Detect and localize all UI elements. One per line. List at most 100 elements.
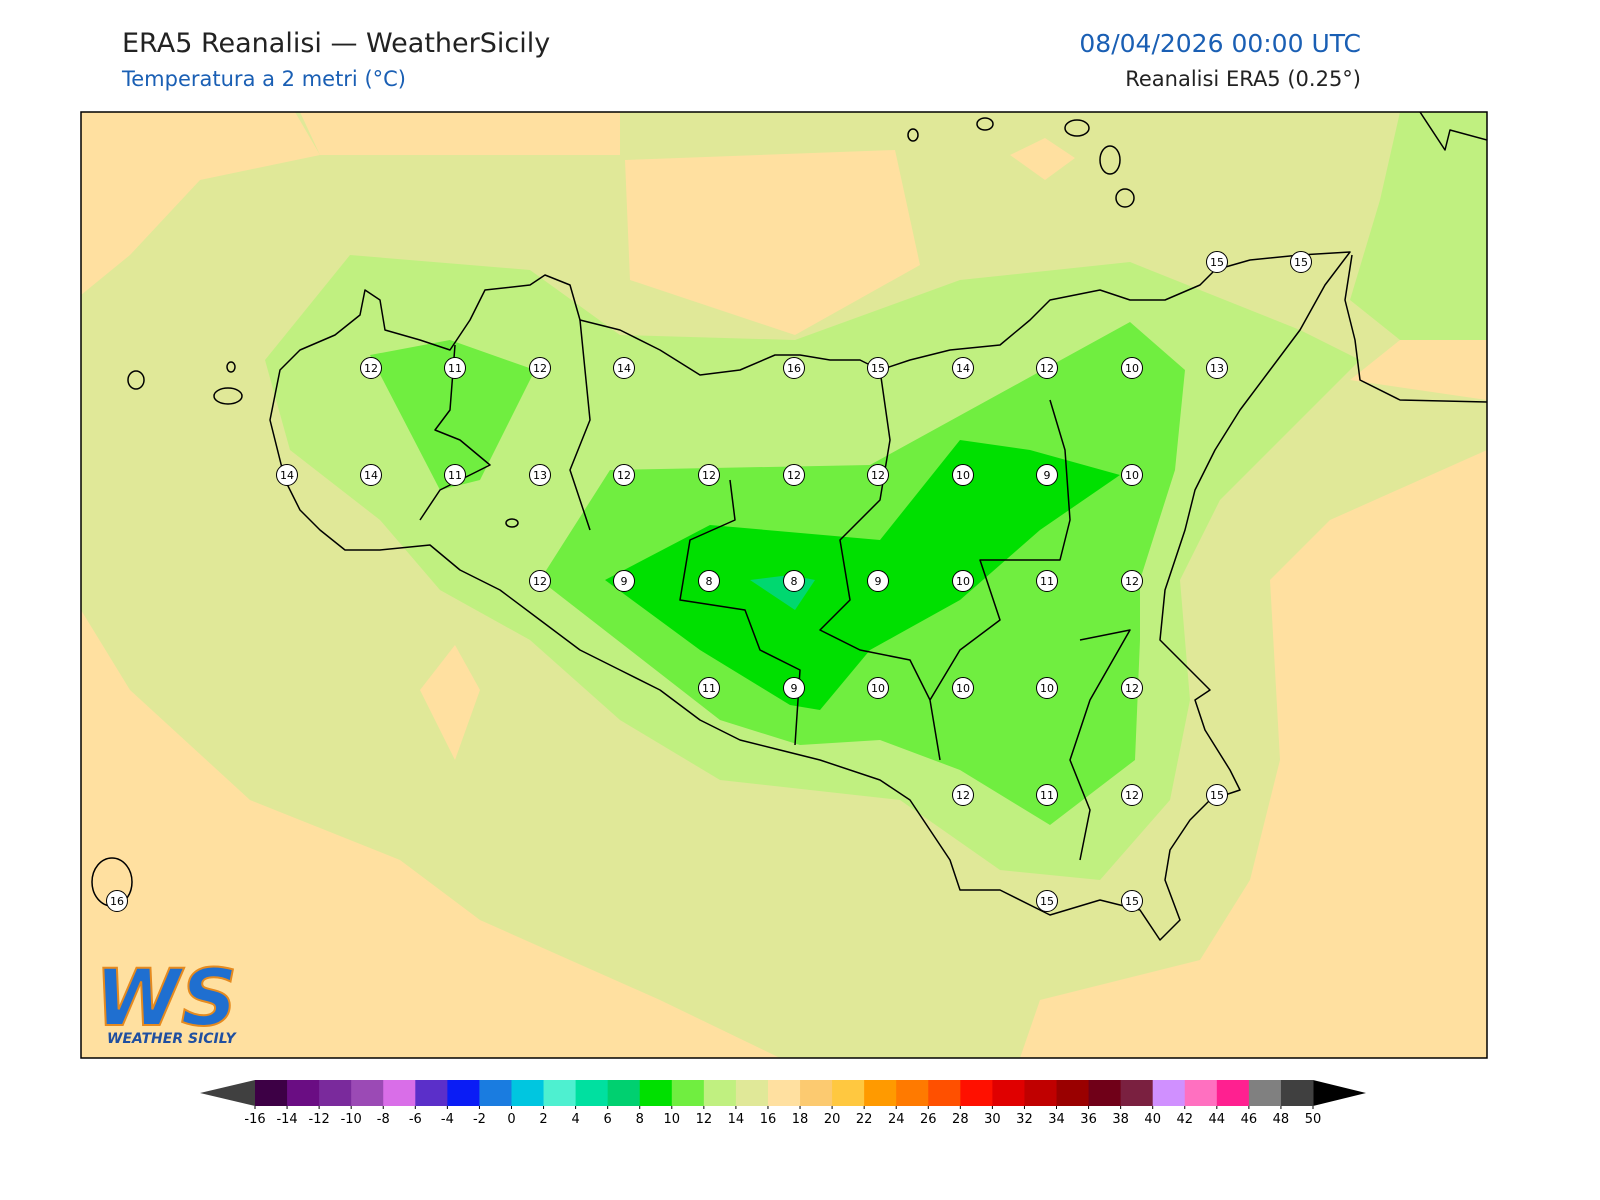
label-circle: [867, 570, 889, 592]
station-label: 11: [1040, 575, 1054, 588]
station-label: 13: [533, 469, 547, 482]
colorbar-tick-label: 8: [636, 1112, 644, 1127]
station-label: 15: [871, 362, 885, 375]
colorbar-tick-label: 46: [1241, 1112, 1258, 1127]
station-labels: 15 15 12 11 12 14 16 15 14 12 10 13 14 14 11 13 12 12 12 12…: [106, 251, 1312, 912]
label-circle: [360, 357, 382, 379]
logo: WS WEATHER SICILY: [94, 953, 238, 1047]
colorbar: -16 -14 -12 -10 -8 -6 -4 -2 0 2 4 6 8 10 12 14 16 18 20 22 2…: [200, 1080, 1366, 1127]
colorbar-tick-label: 16: [760, 1112, 777, 1127]
label-circle: [1036, 570, 1058, 592]
colorbar-tick-label: 4: [571, 1112, 579, 1127]
label-circle: [1036, 464, 1058, 486]
station-label: 15: [1210, 256, 1224, 269]
colorbar-segment: [1216, 1080, 1250, 1106]
station-label: 16: [787, 362, 801, 375]
label-circle: [613, 464, 635, 486]
colorbar-segment: [960, 1080, 993, 1106]
station-label: 15: [1210, 789, 1224, 802]
colorbar-segment: [1088, 1080, 1122, 1106]
colorbar-segment: [1152, 1080, 1186, 1106]
station-label: 12: [533, 362, 547, 375]
label-circle: [783, 677, 805, 699]
label-circle: [1206, 784, 1228, 806]
station-label: 11: [448, 469, 462, 482]
label-circle: [867, 464, 889, 486]
subtitle: Temperatura a 2 metri (°C): [121, 67, 406, 91]
label-circle: [1121, 570, 1143, 592]
title: ERA5 Reanalisi — WeatherSicily: [122, 28, 550, 59]
label-circle: [952, 784, 974, 806]
station-label: 14: [956, 362, 970, 375]
colorbar-segment: [607, 1080, 641, 1106]
station-label: 12: [787, 469, 801, 482]
station-label: 10: [956, 682, 970, 695]
colorbar-tick-label: 18: [792, 1112, 809, 1127]
station-label: 12: [702, 469, 716, 482]
label-circle: [106, 890, 128, 912]
station-label: 9: [875, 575, 882, 588]
colorbar-segment: [479, 1080, 512, 1106]
colorbar-segment: [287, 1080, 320, 1106]
label-circle: [529, 464, 551, 486]
colorbar-segment: [1280, 1080, 1314, 1106]
label-circle: [783, 570, 805, 592]
colorbar-segment: [896, 1080, 929, 1106]
label-circle: [952, 570, 974, 592]
label-circle: [444, 464, 466, 486]
colorbar-segment: [735, 1080, 769, 1106]
colorbar-tick-label: 36: [1080, 1112, 1097, 1127]
station-label: 11: [1040, 789, 1054, 802]
station-label: 15: [1125, 895, 1139, 908]
colorbar-tick-label: 28: [952, 1112, 969, 1127]
colorbar-segment: [1248, 1080, 1282, 1106]
colorbar-segment: [1120, 1080, 1154, 1106]
colorbar-tick-label: 38: [1112, 1112, 1129, 1127]
label-circle: [1121, 464, 1143, 486]
station-label: 8: [791, 575, 798, 588]
label-circle: [613, 357, 635, 379]
label-circle: [783, 464, 805, 486]
label-circle: [1036, 357, 1058, 379]
colorbar-segment: [1056, 1080, 1090, 1106]
label-circle: [1206, 357, 1228, 379]
station-label: 10: [1125, 362, 1139, 375]
colorbar-segment: [1184, 1080, 1218, 1106]
province-lines: [419, 319, 1131, 861]
label-circle: [952, 357, 974, 379]
label-circle: [1206, 251, 1228, 273]
label-circle: [1290, 251, 1312, 273]
station-label: 15: [1040, 895, 1054, 908]
label-circle: [529, 357, 551, 379]
colorbar-tick-label: -8: [377, 1112, 390, 1127]
colorbar-tick-label: 14: [728, 1112, 745, 1127]
station-label: 10: [956, 469, 970, 482]
colorbar-tick-label: 22: [856, 1112, 873, 1127]
logo-text: WEATHER SICILY: [107, 1031, 238, 1047]
colorbar-tick-label: 34: [1048, 1112, 1065, 1127]
colorbar-segment: [447, 1080, 480, 1106]
label-circle: [867, 677, 889, 699]
colorbar-segment: [383, 1080, 416, 1106]
label-circle: [1036, 784, 1058, 806]
station-label: 9: [1044, 469, 1051, 482]
label-circle: [867, 357, 889, 379]
station-label: 9: [791, 682, 798, 695]
label-circle: [1121, 890, 1143, 912]
colorbar-tick-label: 2: [539, 1112, 547, 1127]
station-label: 10: [1125, 469, 1139, 482]
colorbar-segment: [511, 1080, 545, 1106]
colorbar-segment: [575, 1080, 609, 1106]
colorbar-tick-label: 44: [1209, 1112, 1226, 1127]
colorbar-segment: [415, 1080, 448, 1106]
map-frame: [80, 111, 1488, 1059]
station-label: 12: [1125, 789, 1139, 802]
source: Reanalisi ERA5 (0.25°): [1125, 67, 1361, 91]
label-circle: [698, 464, 720, 486]
colorbar-tick-label: 32: [1016, 1112, 1033, 1127]
colorbar-tick-label: 0: [507, 1112, 515, 1127]
label-circle: [276, 464, 298, 486]
station-label: 12: [1040, 362, 1054, 375]
station-label: 12: [364, 362, 378, 375]
label-circle: [1121, 357, 1143, 379]
